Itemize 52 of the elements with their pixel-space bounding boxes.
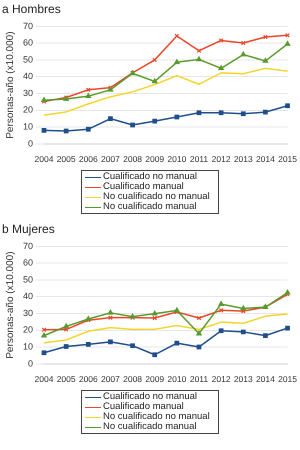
- x-tick-label: 2013: [234, 374, 253, 384]
- y-tick-label: 20: [22, 324, 34, 335]
- x-tick-label: 2008: [123, 154, 142, 164]
- x-tick-label: 2005: [56, 154, 76, 164]
- chart-title: b Mujeres: [1, 221, 56, 238]
- y-tick-label: 30: [22, 88, 34, 98]
- y-axis-title: Personas-año (x10.000): [4, 31, 16, 139]
- y-tick-label: 60: [22, 258, 34, 268]
- x-tick-label: 2014: [256, 154, 276, 164]
- x-tick-label: 2009: [145, 154, 164, 164]
- x-tick-label: 2014: [256, 374, 276, 384]
- x-tick-label: 2015: [278, 374, 298, 384]
- x-tick-label: 2010: [167, 154, 187, 164]
- legend-label: No cualificado manual: [103, 421, 196, 432]
- y-tick-label: 40: [22, 291, 34, 302]
- x-tick-label: 2013: [234, 154, 253, 164]
- legend-label: No cualificado manual: [103, 201, 196, 212]
- legend-label: Cualificado manual: [103, 181, 184, 192]
- x-tick-label: 2007: [100, 374, 120, 384]
- x-tick-label: 2008: [123, 374, 142, 384]
- legend-label: No cualificado no manual: [103, 411, 210, 422]
- y-tick-label: 10: [22, 122, 34, 132]
- y-tick-label: 10: [22, 342, 34, 352]
- x-tick-label: 2011: [190, 374, 208, 384]
- x-tick-label: 2012: [212, 154, 231, 164]
- x-tick-label: 2004: [34, 154, 54, 164]
- y-axis-title: Personas-año (x10.000): [4, 251, 16, 359]
- x-tick-label: 2004: [34, 374, 54, 384]
- x-tick-label: 2005: [56, 374, 76, 384]
- chart-title: a Hombres: [1, 1, 62, 18]
- legend-label: No cualificado no manual: [103, 191, 210, 202]
- y-tick-label: 50: [22, 54, 34, 64]
- x-tick-label: 2012: [212, 374, 231, 384]
- legend-label: Cualificado no manual: [103, 171, 198, 182]
- y-tick-label: 60: [22, 38, 34, 48]
- y-tick-label: 50: [22, 274, 34, 284]
- y-tick-label: 40: [22, 71, 34, 82]
- y-tick-label: 30: [22, 308, 34, 318]
- x-tick-label: 2006: [78, 154, 98, 164]
- y-tick-label: 0: [28, 138, 34, 148]
- legend-label: Cualificado manual: [103, 401, 184, 412]
- x-tick-label: 2009: [145, 374, 164, 384]
- x-tick-label: 2015: [278, 154, 298, 164]
- x-tick-label: 2007: [100, 154, 120, 164]
- y-tick-label: 70: [22, 240, 34, 251]
- x-tick-label: 2006: [78, 374, 98, 384]
- y-tick-label: 0: [28, 358, 34, 368]
- y-tick-label: 70: [22, 20, 34, 31]
- y-tick-label: 20: [22, 104, 34, 115]
- x-tick-label: 2011: [190, 154, 208, 164]
- legend-label: Cualificado no manual: [103, 391, 198, 402]
- x-tick-label: 2010: [167, 374, 187, 384]
